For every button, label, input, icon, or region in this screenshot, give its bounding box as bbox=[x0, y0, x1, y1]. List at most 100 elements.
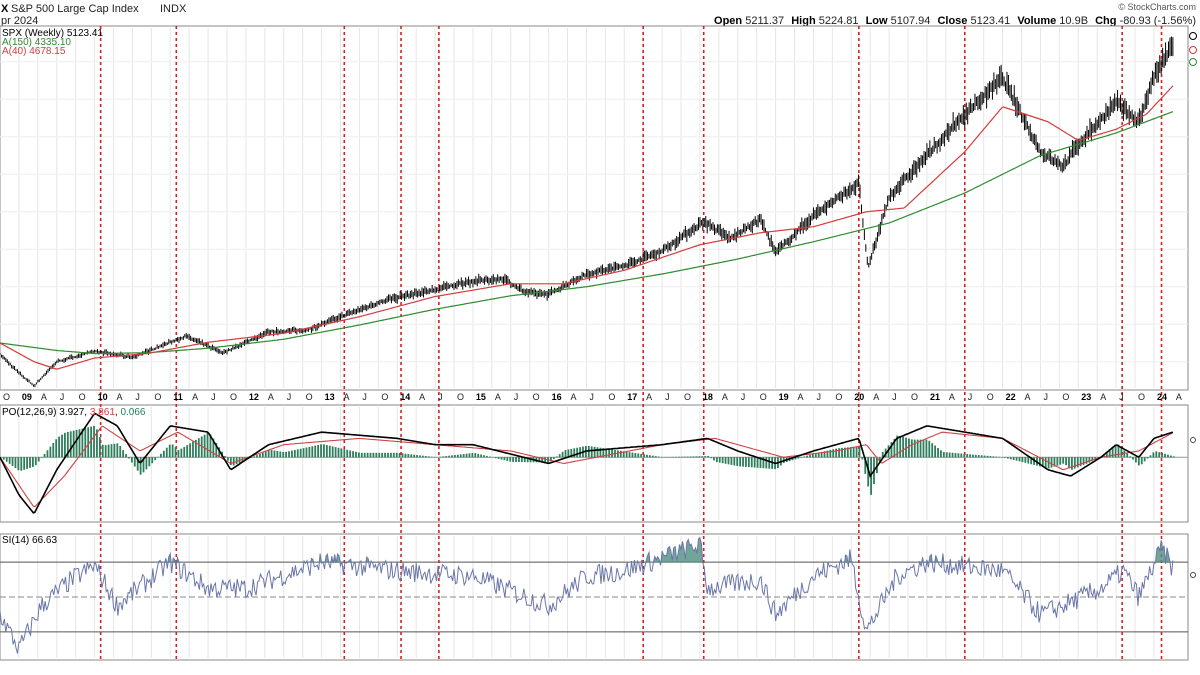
ppo-hist-bar bbox=[637, 453, 640, 458]
ppo-hist-bar bbox=[1050, 457, 1053, 468]
ppo-line bbox=[0, 412, 1174, 514]
x-month-label: J bbox=[135, 392, 140, 402]
ppo-hist-bar bbox=[459, 454, 462, 458]
ppo-hist-bar bbox=[430, 456, 433, 458]
x-month-label: O bbox=[1062, 392, 1069, 402]
ppo-hist-bar bbox=[154, 457, 157, 461]
ppo-hist-bar bbox=[90, 426, 93, 458]
ppo-hist-bar bbox=[838, 448, 840, 458]
ppo-hist-bar bbox=[1146, 457, 1149, 459]
ppo-plot bbox=[0, 412, 1188, 514]
ppo-hist-bar bbox=[858, 446, 861, 458]
symbol-fragment: X bbox=[1, 3, 9, 15]
ppo-hist-bar bbox=[587, 445, 590, 458]
ppo-hist-bar bbox=[567, 449, 570, 458]
ppo-hist-bar bbox=[1149, 455, 1152, 458]
x-month-label: O bbox=[306, 392, 313, 402]
ppo-hist-bar bbox=[325, 445, 328, 458]
ppo-hist-bar bbox=[995, 456, 998, 458]
ppo-hist-bar bbox=[948, 452, 951, 458]
ppo-hist-bar bbox=[826, 450, 829, 458]
x-month-label: A bbox=[268, 392, 274, 402]
ppo-hist-bar bbox=[331, 446, 334, 458]
ppo-hist-bar bbox=[1021, 457, 1024, 463]
ppo-hist-bar bbox=[1006, 457, 1009, 459]
ppo-hist-bar bbox=[488, 456, 491, 458]
ppo-hist-bar bbox=[177, 449, 180, 458]
ppo-hist-bar bbox=[273, 450, 276, 458]
ppo-hist-bar bbox=[448, 455, 450, 458]
x-month-label: O bbox=[533, 392, 540, 402]
ppo-hist-bar bbox=[753, 457, 756, 468]
ppo-hist-bar bbox=[701, 456, 704, 458]
ppo-hist-bar bbox=[395, 452, 398, 458]
ppo-hist-bar bbox=[750, 457, 753, 468]
ppo-hist-bar bbox=[160, 453, 162, 458]
ppo-hist-bar bbox=[797, 457, 800, 459]
ppo-hist-bar bbox=[631, 452, 634, 458]
ppo-hist-bar bbox=[1012, 457, 1015, 460]
ppo-hist-bar bbox=[445, 456, 448, 458]
ppo-hist-bar bbox=[625, 451, 628, 458]
ppo-hist-bar bbox=[404, 453, 407, 458]
ppo-hist-bar bbox=[992, 456, 995, 458]
ppo-hist-bar bbox=[279, 451, 282, 458]
ppo-hist-bar bbox=[1088, 457, 1091, 463]
x-month-label: A bbox=[41, 392, 47, 402]
ppo-hist-bar bbox=[416, 455, 418, 458]
ppo-hist-bar bbox=[8, 457, 11, 464]
ppo-hist-bar bbox=[288, 451, 290, 458]
ppo-hist-bar bbox=[745, 457, 747, 467]
ppo-hist-bar bbox=[715, 457, 718, 463]
ppo-hist-bar bbox=[340, 448, 343, 458]
ppo-hist-bar bbox=[512, 457, 515, 462]
ppo-hist-bar bbox=[218, 447, 221, 458]
ppo-hist-bar bbox=[1015, 457, 1018, 461]
ppo-hist-bar bbox=[977, 455, 980, 458]
ppo-hist-bar bbox=[40, 457, 43, 458]
x-month-label: A bbox=[873, 392, 879, 402]
x-month-label: O bbox=[381, 392, 388, 402]
ppo-hist-bar bbox=[605, 448, 608, 458]
ppo-hist-bar bbox=[1143, 457, 1146, 462]
ppo-hist-bar bbox=[846, 447, 849, 458]
x-month-label: O bbox=[684, 392, 691, 402]
x-month-label: A bbox=[798, 392, 804, 402]
ppo-hist-bar bbox=[969, 454, 971, 458]
ppo-hist-bar bbox=[742, 457, 744, 467]
ppo-hist-bar bbox=[227, 457, 229, 461]
ppo-hist-bar bbox=[649, 455, 651, 458]
ppo-hist-bar bbox=[5, 457, 8, 462]
ppo-hist-bar bbox=[1167, 454, 1169, 458]
ppo-hist-bar bbox=[523, 457, 526, 463]
ppo-hist-bar bbox=[878, 457, 881, 463]
ppo-hist-bar bbox=[893, 438, 896, 458]
ppo-hist-bar bbox=[942, 452, 945, 458]
ppo-hist-bar bbox=[366, 452, 369, 458]
ppo-hist-bar bbox=[707, 455, 710, 458]
ppo-hist-bar bbox=[803, 456, 806, 458]
ppo-sep-1: , bbox=[84, 407, 87, 418]
ppo-hist-bar bbox=[829, 449, 832, 458]
ppo-hist-bar bbox=[643, 454, 645, 458]
ppo-hist-bar bbox=[640, 453, 643, 458]
ppo-hist-bar bbox=[622, 451, 625, 458]
ppo-hist-bar bbox=[69, 431, 72, 458]
ppo-hist-bar bbox=[811, 453, 814, 458]
ppo-hist-bar bbox=[270, 450, 273, 458]
ppo-hist-bar bbox=[552, 457, 555, 460]
ppo-hist-bar bbox=[634, 453, 637, 458]
ppo-hist-bar bbox=[232, 457, 235, 466]
ppo-hist-bar bbox=[410, 454, 413, 458]
ppo-hist-bar bbox=[392, 452, 395, 458]
legend-rsi: SI(14) 66.63 bbox=[2, 535, 57, 546]
ppo-hist-bar bbox=[401, 453, 404, 458]
ppo-hist-bar bbox=[654, 456, 657, 458]
ppo-hist-bar bbox=[497, 457, 500, 459]
ppo-hist-bar bbox=[87, 427, 90, 458]
ppo-hist-bar bbox=[98, 437, 101, 458]
x-month-label: A bbox=[1025, 392, 1031, 402]
ppo-hist-bar bbox=[107, 444, 110, 458]
ppo-hist-bar bbox=[296, 449, 299, 458]
